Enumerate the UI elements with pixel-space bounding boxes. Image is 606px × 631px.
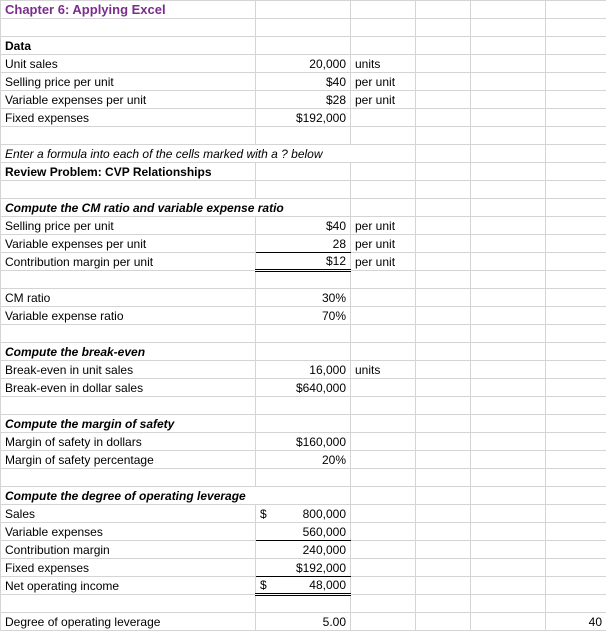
row-value: 30% [256, 289, 351, 307]
row-value: 16,000 [256, 361, 351, 379]
row-unit: per unit [351, 217, 416, 235]
row-label: Selling price per unit [1, 217, 256, 235]
ratio-row: CM ratio 30% [1, 289, 606, 307]
row-unit: units [351, 361, 416, 379]
row-value: $40 [256, 217, 351, 235]
row-unit: per unit [351, 253, 416, 271]
row-value: 240,000 [256, 541, 351, 559]
row-label: Variable expenses [1, 523, 256, 541]
leverage-row: Variable expenses 560,000 [1, 523, 606, 541]
row-label: Break-even in dollar sales [1, 379, 256, 397]
row-label: Degree of operating leverage [1, 613, 256, 631]
row-label: Variable expenses per unit [1, 235, 256, 253]
row-value: $192,000 [256, 559, 351, 577]
row-value: 20% [256, 451, 351, 469]
leverage-row: Sales $800,000 [1, 505, 606, 523]
row-value: 70% [256, 307, 351, 325]
row-label: Unit sales [1, 55, 256, 73]
instruction-text: Enter a formula into each of the cells m… [1, 145, 416, 163]
row-label: Margin of safety percentage [1, 451, 256, 469]
row-value: $48,000 [256, 577, 351, 595]
row-label: Contribution margin per unit [1, 253, 256, 271]
row-value: 28 [256, 235, 351, 253]
row-value: 20,000 [256, 55, 351, 73]
row-label: Fixed expenses [1, 109, 256, 127]
cm-row: Variable expenses per unit 28 per unit [1, 235, 606, 253]
breakeven-row: Break-even in unit sales 16,000 units [1, 361, 606, 379]
row-unit: per unit [351, 91, 416, 109]
extra-value: 40 [546, 613, 606, 631]
row-unit: per unit [351, 235, 416, 253]
row-label: CM ratio [1, 289, 256, 307]
dol-row: Degree of operating leverage 5.00 40 [1, 613, 606, 631]
cm-row: Contribution margin per unit $12 per uni… [1, 253, 606, 271]
row-label: Selling price per unit [1, 73, 256, 91]
cm-section-header: Compute the CM ratio and variable expens… [1, 199, 351, 217]
row-value: $160,000 [256, 433, 351, 451]
chapter-title: Chapter 6: Applying Excel [1, 1, 256, 19]
row-label: Sales [1, 505, 256, 523]
row-value: $192,000 [256, 109, 351, 127]
row-value: $40 [256, 73, 351, 91]
row-unit: per unit [351, 73, 416, 91]
margin-header: Compute the margin of safety [1, 415, 256, 433]
row-label: Break-even in unit sales [1, 361, 256, 379]
row-value: $12 [256, 253, 351, 271]
row-label: Net operating income [1, 577, 256, 595]
leverage-row: Fixed expenses $192,000 [1, 559, 606, 577]
row-unit: units [351, 55, 416, 73]
row-label: Contribution margin [1, 541, 256, 559]
review-header: Review Problem: CVP Relationships [1, 163, 256, 181]
leverage-header: Compute the degree of operating leverage [1, 487, 351, 505]
leverage-row: Net operating income $48,000 [1, 577, 606, 595]
spreadsheet: Chapter 6: Applying Excel Data Unit sale… [0, 0, 606, 631]
leverage-row: Contribution margin 240,000 [1, 541, 606, 559]
row-value: $640,000 [256, 379, 351, 397]
margin-row: Margin of safety percentage 20% [1, 451, 606, 469]
row-value: 5.00 [256, 613, 351, 631]
row-value: 560,000 [256, 523, 351, 541]
data-header: Data [1, 37, 256, 55]
breakeven-row: Break-even in dollar sales $640,000 [1, 379, 606, 397]
data-row: Selling price per unit $40 per unit [1, 73, 606, 91]
margin-row: Margin of safety in dollars $160,000 [1, 433, 606, 451]
row-value: $800,000 [256, 505, 351, 523]
row-label: Variable expense ratio [1, 307, 256, 325]
row-label: Margin of safety in dollars [1, 433, 256, 451]
breakeven-header: Compute the break-even [1, 343, 256, 361]
data-row: Fixed expenses $192,000 [1, 109, 606, 127]
data-row: Variable expenses per unit $28 per unit [1, 91, 606, 109]
row-label: Fixed expenses [1, 559, 256, 577]
title-row: Chapter 6: Applying Excel [1, 1, 606, 19]
data-row: Unit sales 20,000 units [1, 55, 606, 73]
ratio-row: Variable expense ratio 70% [1, 307, 606, 325]
row-label: Variable expenses per unit [1, 91, 256, 109]
row-value: $28 [256, 91, 351, 109]
cm-row: Selling price per unit $40 per unit [1, 217, 606, 235]
